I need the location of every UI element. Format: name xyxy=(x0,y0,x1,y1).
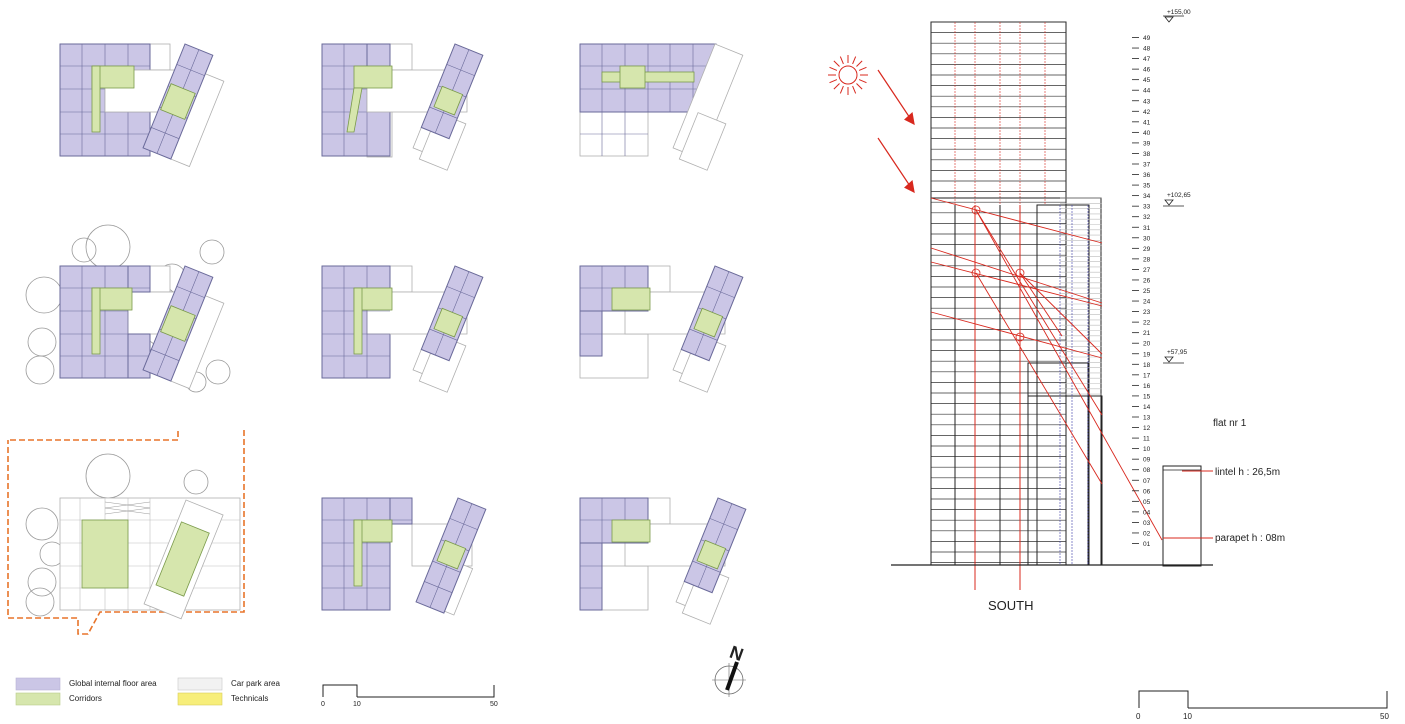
floor-label: 44 xyxy=(1143,88,1151,95)
floor-label: 42 xyxy=(1143,109,1151,116)
floor-label: 11 xyxy=(1143,436,1150,443)
floor-label: 20 xyxy=(1143,341,1151,348)
floor-plan-8-tower xyxy=(415,497,487,616)
floor-plan-5-tower xyxy=(412,265,484,393)
floor-label: 18 xyxy=(1143,362,1151,369)
svg-text:50: 50 xyxy=(490,701,498,708)
floor-label: 15 xyxy=(1143,393,1151,400)
floor-plan-7-tower xyxy=(143,499,224,620)
floor-label: 38 xyxy=(1143,151,1151,158)
floor-label: 17 xyxy=(1143,372,1151,379)
floor-label: 39 xyxy=(1143,140,1151,147)
north-letter: N xyxy=(727,642,746,665)
floor-plan-9-tower xyxy=(675,497,747,625)
svg-text:10: 10 xyxy=(1183,712,1192,721)
parapet-label: parapet h : 08m xyxy=(1215,533,1285,544)
legend-swatch-corridors xyxy=(15,692,61,706)
floor-label: 49 xyxy=(1143,35,1151,42)
floor-label: 14 xyxy=(1143,404,1151,411)
floor-label: 35 xyxy=(1143,183,1151,190)
floor-label: 41 xyxy=(1143,119,1151,126)
floor-plan-3-tower xyxy=(672,43,744,171)
legend-swatch-floor-area xyxy=(15,677,61,691)
floor-label: 21 xyxy=(1143,330,1151,337)
floor-label: 48 xyxy=(1143,46,1151,53)
floor-label: 19 xyxy=(1143,351,1151,358)
floor-label: 47 xyxy=(1143,56,1151,63)
floor-plan-4-tower xyxy=(142,265,225,390)
floor-plan-6-tower xyxy=(672,265,744,393)
section-title: SOUTH xyxy=(988,598,1034,613)
legend: Global internal floor area Corridors Car… xyxy=(15,677,280,706)
plan-scale-bar: 0 10 50 xyxy=(321,684,498,708)
floor-label: 23 xyxy=(1143,309,1151,316)
floor-label: 12 xyxy=(1143,425,1151,432)
svg-text:50: 50 xyxy=(1380,712,1389,721)
floor-label: 07 xyxy=(1143,478,1151,485)
site-boundary xyxy=(7,430,245,635)
floor-label: 02 xyxy=(1143,530,1151,537)
floor-label: 22 xyxy=(1143,320,1151,327)
floor-label: 43 xyxy=(1143,98,1151,105)
floor-label: 01 xyxy=(1143,541,1151,548)
floor-label: 05 xyxy=(1143,499,1151,506)
floor-label: 37 xyxy=(1143,162,1151,169)
svg-text:+155,00: +155,00 xyxy=(1167,9,1191,16)
floor-label: 06 xyxy=(1143,488,1151,495)
floor-label: 45 xyxy=(1143,77,1151,84)
floor-label: 26 xyxy=(1143,277,1151,284)
lintel-label: lintel h : 26,5m xyxy=(1215,467,1280,478)
level-marker-low: +57,95 xyxy=(1163,349,1187,364)
sun-arrows xyxy=(877,69,915,194)
floor-label: 34 xyxy=(1143,193,1151,200)
north-arrow: N xyxy=(712,642,746,697)
floor-label: 30 xyxy=(1143,235,1151,242)
level-marker-mid: +102,65 xyxy=(1163,192,1191,207)
floor-plan-2-tower xyxy=(412,43,484,171)
svg-text:0: 0 xyxy=(1136,712,1141,721)
south-section: 49 48 47 46 45 44 43 42 41 40 39 38 37 36 35 34 33 32 31 30… xyxy=(828,9,1285,613)
floor-plan-1-tower xyxy=(142,43,225,168)
legend-label-car-park: Car park area xyxy=(231,679,280,688)
floor-label: 29 xyxy=(1143,246,1151,253)
svg-text:0: 0 xyxy=(321,701,325,708)
floor-label: 32 xyxy=(1143,214,1151,221)
legend-label-corridors: Corridors xyxy=(69,694,102,703)
floor-label: 27 xyxy=(1143,267,1151,274)
floor-label: 16 xyxy=(1143,383,1151,390)
level-marker-top: +155,00 xyxy=(1163,9,1191,23)
floor-label: 13 xyxy=(1143,415,1151,422)
legend-swatch-technicals xyxy=(177,692,223,706)
building-section xyxy=(930,21,1163,590)
floor-label: 28 xyxy=(1143,256,1151,263)
floor-label: 46 xyxy=(1143,67,1151,74)
floor-label: 10 xyxy=(1143,446,1151,453)
svg-text:+102,65: +102,65 xyxy=(1167,192,1191,199)
floor-labels: 49 48 47 46 45 44 43 42 41 40 39 38 37 36 35 34 33 32 31 30… xyxy=(1132,35,1151,548)
floor-label: 40 xyxy=(1143,130,1151,137)
floor-label: 36 xyxy=(1143,172,1151,179)
floor-label: 31 xyxy=(1143,225,1151,232)
svg-text:10: 10 xyxy=(353,701,361,708)
flat-label: flat nr 1 xyxy=(1213,418,1247,429)
floor-label: 04 xyxy=(1143,509,1151,516)
floor-label: 24 xyxy=(1143,299,1151,306)
floor-label: 33 xyxy=(1143,204,1151,211)
floor-label: 03 xyxy=(1143,520,1151,527)
flat-detail xyxy=(1162,465,1202,567)
legend-label-technicals: Technicals xyxy=(231,694,268,703)
svg-text:+57,95: +57,95 xyxy=(1167,349,1187,356)
legend-swatch-car-park xyxy=(177,677,223,691)
floor-label: 09 xyxy=(1143,457,1151,464)
section-scale-bar: 0 10 50 xyxy=(1136,690,1389,721)
floor-plan-7 xyxy=(59,497,241,611)
floor-plans xyxy=(7,43,747,635)
floor-label: 08 xyxy=(1143,467,1151,474)
sun-icon xyxy=(828,55,868,95)
legend-label-floor-area: Global internal floor area xyxy=(69,679,157,688)
floor-label: 25 xyxy=(1143,288,1151,295)
